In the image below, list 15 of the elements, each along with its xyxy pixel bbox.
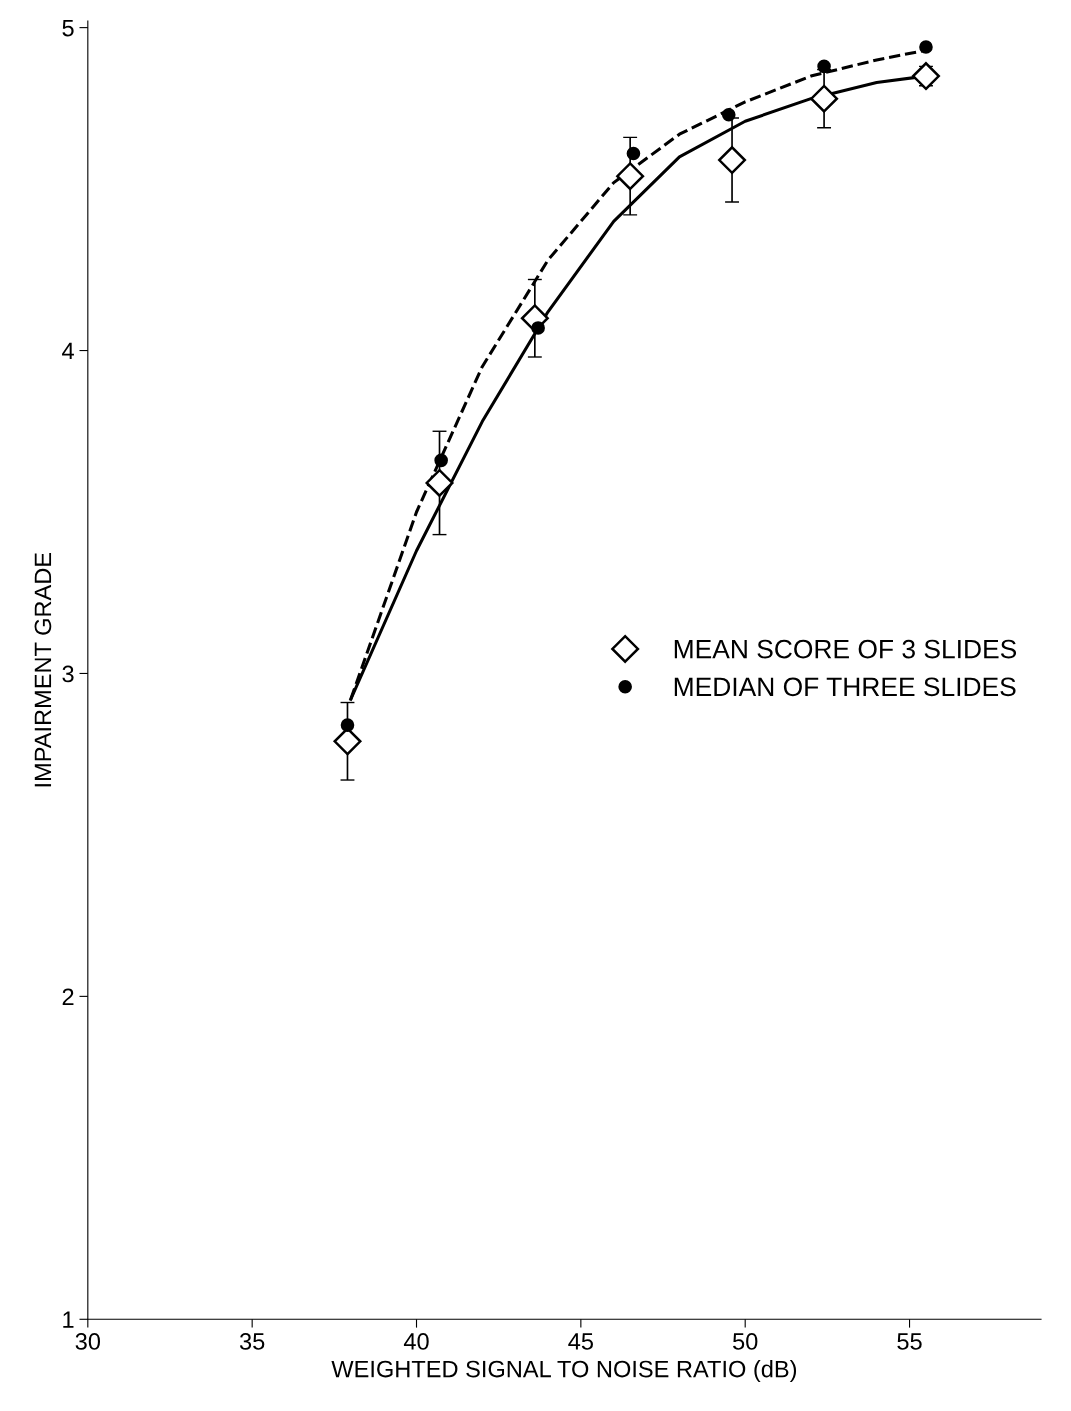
legend-label: MEAN SCORE OF 3 SLIDES [674,639,1017,659]
x-axis-title: WEIGHTED SIGNAL TO NOISE RATIO (dB) [331,1360,797,1383]
y-tick-label: 1 [63,1311,74,1328]
y-tick-label: 3 [62,665,74,683]
y-axis-title: IMPAIRMENT GRADE [34,552,52,787]
x-tick-label: 50 [733,1333,758,1350]
y-tick-label: 2 [62,988,74,1005]
x-tick-label: 30 [75,1333,101,1350]
y-tick-label: 4 [62,342,74,360]
x-tick-label: 45 [568,1333,593,1350]
y-tick-label: 5 [62,19,74,37]
legend-label: MEDIAN OF THREE SLIDES [674,677,1016,697]
x-tick-label: 40 [403,1333,429,1350]
x-tick-label: 35 [239,1333,265,1350]
x-tick-label: 55 [897,1333,922,1350]
